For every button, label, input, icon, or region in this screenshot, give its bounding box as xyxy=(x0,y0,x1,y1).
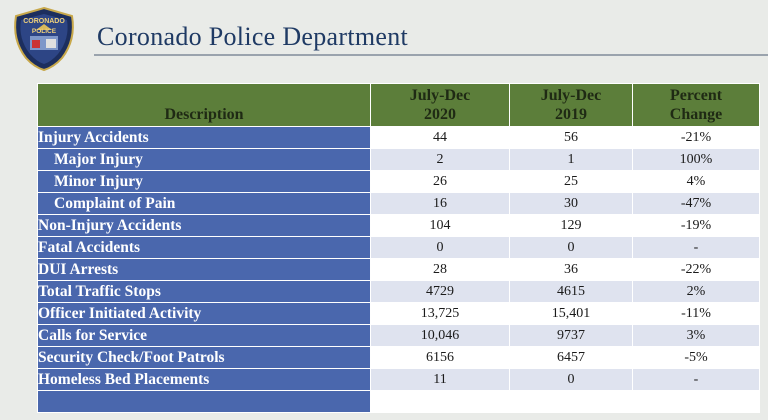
svg-text:POLICE: POLICE xyxy=(32,28,57,35)
row-label: Minor Injury xyxy=(37,170,371,193)
cell-2019: 56 xyxy=(509,126,633,149)
row-label: Major Injury xyxy=(37,148,371,171)
column-header-percent-change: Percent Change xyxy=(632,83,760,127)
table-row: Minor Injury 26 25 4% xyxy=(37,170,760,193)
cell-2019: 129 xyxy=(509,214,633,237)
cell-2019: 4615 xyxy=(509,280,633,303)
cell-2019: 0 xyxy=(509,236,633,259)
table-row: Homeless Bed Placements 11 0- xyxy=(37,368,760,391)
cell-2020: 26 xyxy=(370,170,510,193)
cell-percent-change: -47% xyxy=(632,192,760,215)
table-row: Security Check/Foot Patrols 6156 6457 -5% xyxy=(37,346,760,369)
cell-2020: 6156 xyxy=(370,346,510,369)
cell-2020 xyxy=(370,390,510,413)
cell-percent-change: 100% xyxy=(632,148,760,171)
row-label: Total Traffic Stops xyxy=(37,280,371,303)
cell-percent-change: -19% xyxy=(632,214,760,237)
row-label: Fatal Accidents xyxy=(37,236,371,259)
cell-2020: 0 xyxy=(370,236,510,259)
row-label: Injury Accidents xyxy=(37,126,371,149)
cell-percent-change xyxy=(632,390,760,413)
cell-2020: 2 xyxy=(370,148,510,171)
column-header-description: Description xyxy=(37,83,371,127)
table-row: Officer Initiated Activity 13,725 15,401 -1… xyxy=(37,302,760,325)
cell-2019: 0 xyxy=(509,368,633,391)
row-label xyxy=(37,390,371,413)
cell-2020: 10,046 xyxy=(370,324,510,347)
cell-2020: 4729 xyxy=(370,280,510,303)
cell-percent-change: 2% xyxy=(632,280,760,303)
row-label: Homeless Bed Placements xyxy=(37,368,371,391)
row-label: DUI Arrests xyxy=(37,258,371,281)
cell-2020: 104 xyxy=(370,214,510,237)
table-row: Fatal Accidents 0 0- xyxy=(37,236,760,259)
table-row: Calls for Service 10,046 9737 3% xyxy=(37,324,760,347)
cell-percent-change: -11% xyxy=(632,302,760,325)
row-label: Officer Initiated Activity xyxy=(37,302,371,325)
column-header-2019: July-Dec 2019 xyxy=(509,83,633,127)
row-label: Non-Injury Accidents xyxy=(37,214,371,237)
cell-2020: 11 xyxy=(370,368,510,391)
cell-2019: 25 xyxy=(509,170,633,193)
cell-2020: 16 xyxy=(370,192,510,215)
cell-2019 xyxy=(509,390,633,413)
statistics-table: Description July-Dec 2020 July-Dec 2019 Pe… xyxy=(37,83,760,413)
table-row: Injury Accidents 44 56 -21% xyxy=(37,126,760,149)
police-badge-logo: CORONADO POLICE xyxy=(14,6,74,72)
svg-text:CORONADO: CORONADO xyxy=(23,18,65,25)
cell-2019: 36 xyxy=(509,258,633,281)
cell-percent-change: 3% xyxy=(632,324,760,347)
table-row: Complaint of Pain 16 30 -47% xyxy=(37,192,760,215)
cell-2019: 1 xyxy=(509,148,633,171)
cell-percent-change: - xyxy=(632,236,760,259)
column-header-2020: July-Dec 2020 xyxy=(370,83,510,127)
cell-percent-change: 4% xyxy=(632,170,760,193)
cell-2020: 28 xyxy=(370,258,510,281)
page-title: Coronado Police Department xyxy=(97,22,409,51)
cell-2019: 30 xyxy=(509,192,633,215)
row-label: Complaint of Pain xyxy=(37,192,371,215)
cell-2020: 13,725 xyxy=(370,302,510,325)
table-row xyxy=(37,390,760,413)
table-header-row: Description July-Dec 2020 July-Dec 2019 Pe… xyxy=(37,83,760,127)
row-label: Security Check/Foot Patrols xyxy=(37,346,371,369)
cell-percent-change: -5% xyxy=(632,346,760,369)
title-divider xyxy=(94,54,768,56)
cell-2020: 44 xyxy=(370,126,510,149)
cell-2019: 15,401 xyxy=(509,302,633,325)
table-row: Major Injury 2 1 100% xyxy=(37,148,760,171)
cell-percent-change: -21% xyxy=(632,126,760,149)
cell-percent-change: - xyxy=(632,368,760,391)
table-row: Total Traffic Stops 4729 4615 2% xyxy=(37,280,760,303)
cell-percent-change: -22% xyxy=(632,258,760,281)
table-row: Non-Injury Accidents 104 129 -19% xyxy=(37,214,760,237)
table-row: DUI Arrests 28 36 -22% xyxy=(37,258,760,281)
cell-2019: 9737 xyxy=(509,324,633,347)
row-label: Calls for Service xyxy=(37,324,371,347)
cell-2019: 6457 xyxy=(509,346,633,369)
